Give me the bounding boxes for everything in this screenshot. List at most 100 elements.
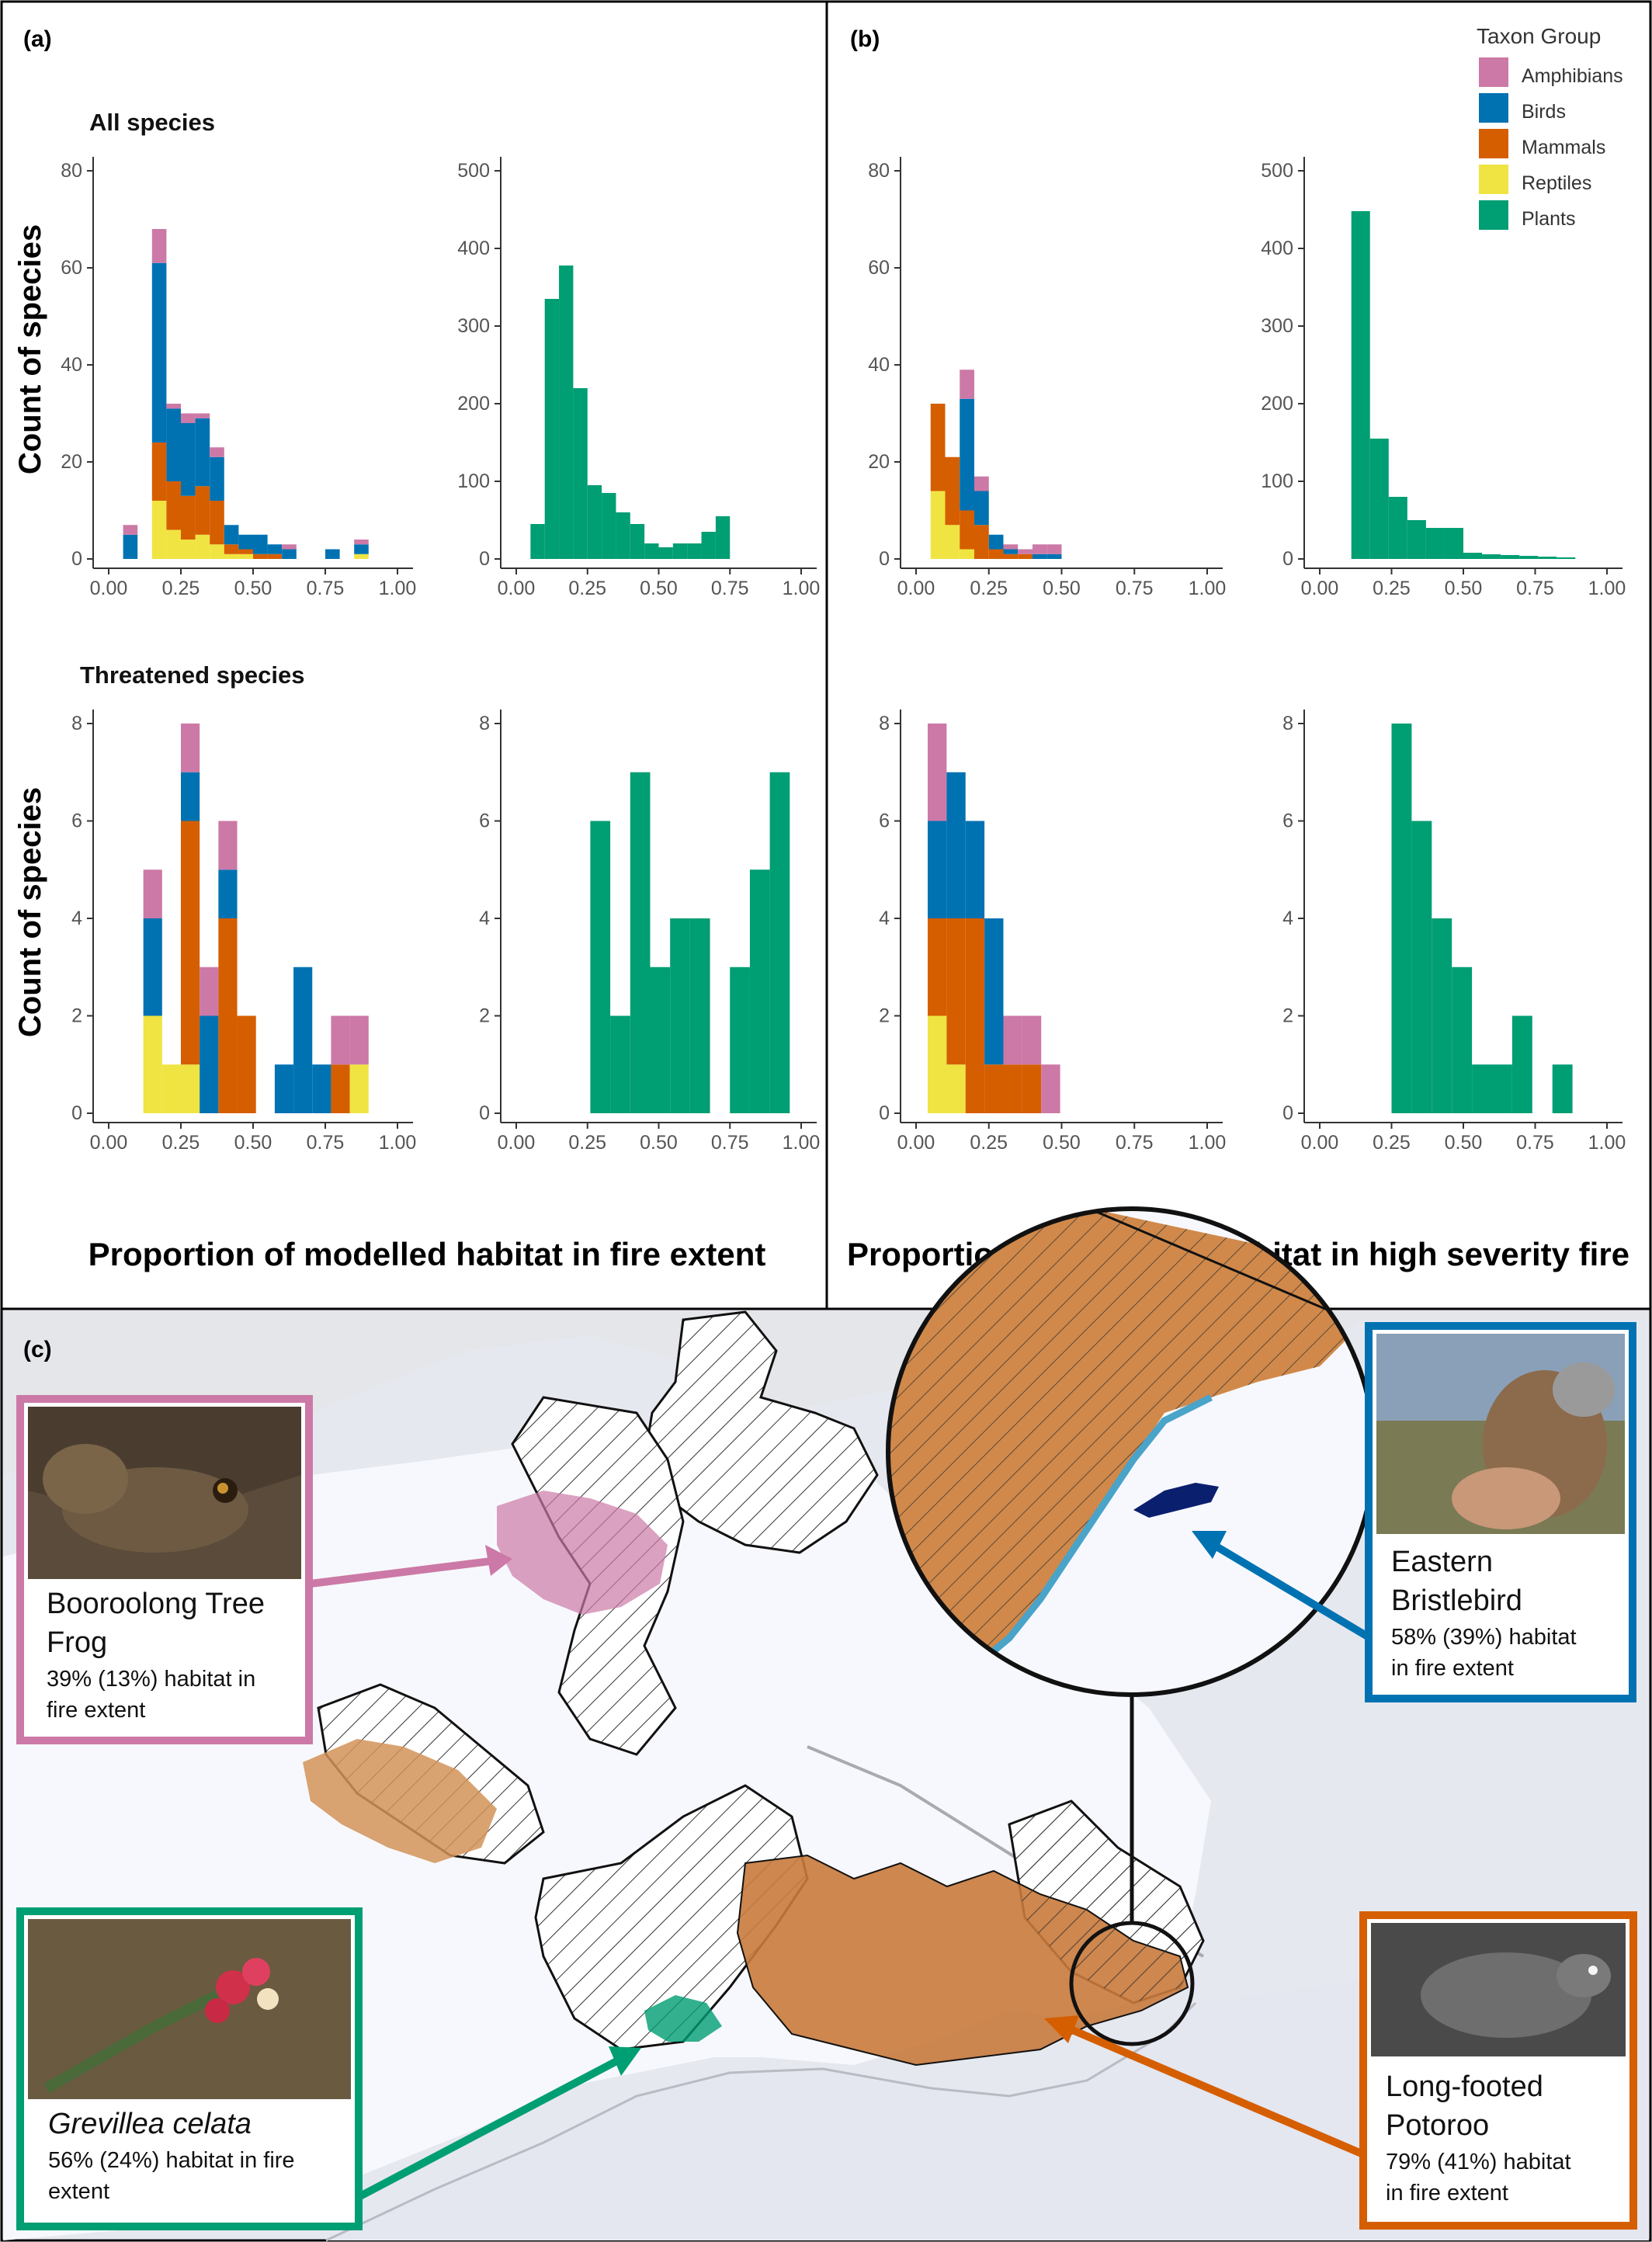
bar-birds [253, 534, 268, 554]
bar-reptiles [224, 554, 239, 559]
x-tick-label: 0.50 [234, 578, 272, 599]
row2-title: Threatened species [80, 661, 304, 689]
callout-frog-name-line1: Booroolong Tree [47, 1588, 265, 1620]
zoom-coast-blue [960, 1393, 1213, 1680]
callout-grevillea-stat-line1: 56% (24%) habitat in fire [48, 2148, 295, 2173]
bar-reptiles [945, 525, 960, 559]
x-tick-label: 0.75 [307, 578, 345, 599]
bar-mammals [1003, 1064, 1022, 1113]
bar-birds [143, 918, 162, 1016]
callout-bristlebird-stat-line1: 58% (39%) habitat [1391, 1625, 1577, 1650]
x-tick-label: 0.25 [1373, 578, 1411, 599]
bar-plants [559, 266, 574, 559]
y-tick-label: 400 [1261, 238, 1293, 259]
bar-reptiles [143, 1015, 162, 1113]
bar-birds [181, 772, 200, 821]
bar-plants [1463, 553, 1483, 559]
bar-amphibians [1022, 1015, 1042, 1065]
y-tick-label: 500 [457, 160, 490, 182]
x-tick-label: 0.00 [90, 578, 128, 599]
bar-birds [210, 456, 224, 501]
y-tick-label: 6 [71, 810, 82, 832]
bar-plants [1511, 1015, 1532, 1113]
bar-amphibians [1046, 544, 1062, 554]
legend-swatch-plants [1479, 200, 1508, 230]
y-tick-label: 4 [879, 908, 890, 929]
zoom-hatch [888, 1209, 1351, 1695]
bar-plants [530, 524, 545, 559]
bar-plants [715, 516, 731, 559]
bar-birds [282, 549, 297, 559]
bar-mammals [984, 1064, 1004, 1113]
bar-plants [1351, 211, 1370, 559]
y-tick-label: 60 [61, 257, 82, 279]
bar-mammals [267, 554, 283, 559]
bar-birds [325, 549, 340, 559]
x-tick-label: 0.25 [568, 578, 606, 599]
callout-potoroo-name-line1: Long-footed [1386, 2070, 1543, 2103]
x-tick-label: 0.00 [1301, 578, 1339, 599]
bar-plants [1501, 555, 1520, 559]
bar-birds [238, 534, 253, 550]
bar-mammals [946, 918, 966, 1065]
y-tick-label: 0 [1282, 548, 1293, 570]
bar-reptiles [210, 544, 224, 559]
bar-plants [1552, 1064, 1573, 1113]
x-tick-label: 0.50 [640, 578, 678, 599]
y-tick-label: 0 [479, 1102, 490, 1124]
histogram-threatened-animals-high-severity: 0.00 0.25 0.50 0.75 1.00 0 2 4 6 8 [879, 710, 1226, 1154]
x-tick-label: 0.50 [1043, 578, 1081, 599]
bar-birds [1032, 554, 1047, 559]
y-tick-label: 0 [71, 1102, 82, 1124]
panel-label-a: (a) [23, 26, 52, 52]
legend-label-birds: Birds [1522, 101, 1566, 123]
bar-plants [644, 543, 659, 559]
arrow-bristlebird-head [1192, 1531, 1227, 1559]
x-tick-label: 0.50 [640, 1132, 678, 1154]
bar-amphibians [166, 404, 181, 409]
y-tick-label: 20 [61, 451, 82, 473]
x-tick-label: 0.75 [307, 1132, 345, 1154]
bar-birds [988, 534, 1004, 550]
bar-reptiles [928, 1015, 947, 1113]
bar-mammals [960, 510, 974, 550]
bar-birds [200, 1015, 219, 1113]
x-axis-label-a: Proportion of modelled habitat in fire e… [88, 1236, 766, 1272]
bar-birds [354, 544, 369, 554]
bar-mammals [253, 554, 268, 559]
y-tick-label: 100 [1261, 470, 1293, 492]
legend-item-mammals: Mammals [1479, 129, 1605, 158]
zoom-inset [886, 1206, 1376, 1697]
legend: Taxon Group Amphibians Birds Mammals Rep… [1477, 24, 1623, 230]
callout-frog-stat-line2: fire extent [47, 1698, 145, 1723]
photo-potoroo [1371, 1923, 1626, 2056]
y-tick-label: 2 [71, 1005, 82, 1027]
bar-plants [1472, 1064, 1492, 1113]
bar-birds [166, 408, 181, 481]
bar-mammals [166, 481, 181, 530]
y-tick-label: 400 [457, 238, 490, 259]
bar-amphibians [282, 544, 297, 550]
map-coast-line [325, 2001, 1197, 2242]
bar-birds [1003, 549, 1019, 554]
bar-mammals [151, 442, 167, 501]
y-tick-label: 4 [1282, 908, 1293, 929]
bar-mammals [1003, 554, 1019, 559]
bar-reptiles [181, 1064, 200, 1113]
x-tick-label: 0.25 [162, 1132, 200, 1154]
callout-bristlebird-stat-line2: in fire extent [1391, 1656, 1514, 1681]
y-tick-label: 500 [1261, 160, 1293, 182]
bar-amphibians [331, 1015, 350, 1065]
y-tick-label: 60 [868, 257, 890, 279]
y-tick-label: 8 [1282, 713, 1293, 734]
bar-mammals [945, 456, 960, 526]
bar-plants [610, 1015, 630, 1113]
y-axis-label-row1: Count of species [13, 224, 47, 474]
bar-plants [587, 485, 602, 559]
x-tick-label: 0.75 [1516, 1132, 1554, 1154]
y-tick-label: 200 [1261, 393, 1293, 415]
bar-reptiles [166, 529, 181, 559]
x-tick-label: 0.00 [897, 578, 935, 599]
x-tick-label: 0.00 [897, 1132, 935, 1154]
bar-plants [650, 967, 671, 1113]
